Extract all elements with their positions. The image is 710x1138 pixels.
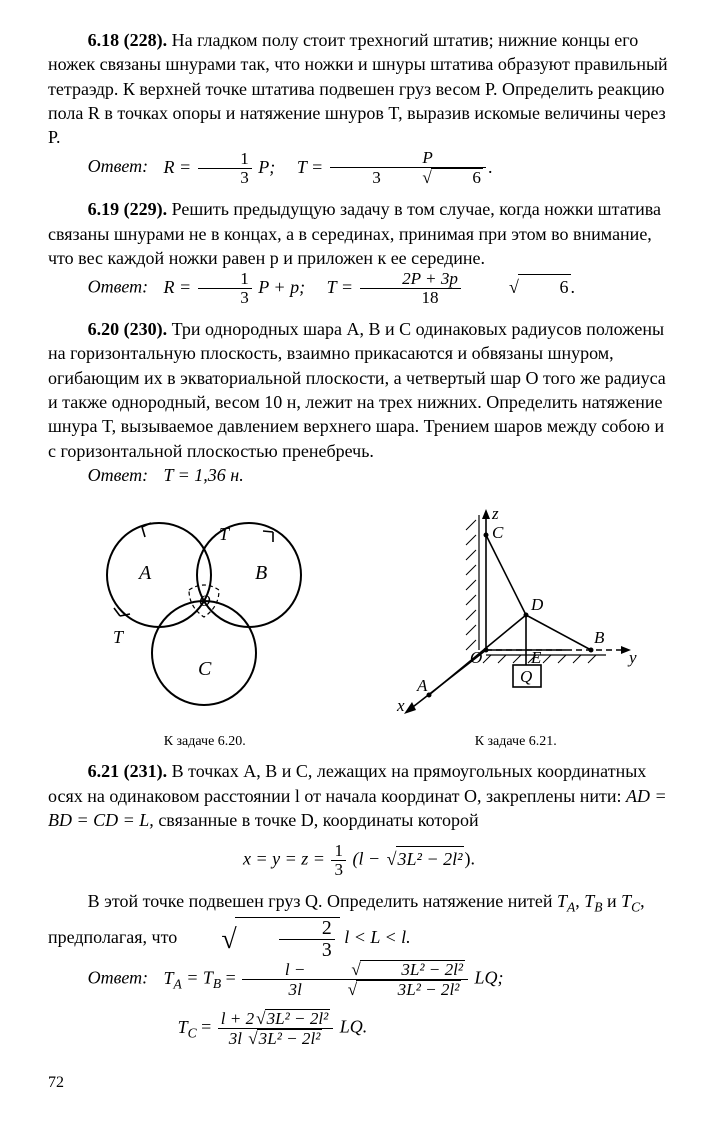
svg-text:E: E [530,648,542,667]
problem-6-20: 6.20 (230). Три однородных шара A, B и C… [48,317,670,487]
svg-text:Q: Q [520,667,532,686]
problem-number: 6.21 (231). [88,761,168,781]
answer-label: Ответ: [88,277,149,297]
problem-number: 6.18 (228). [88,30,168,50]
svg-text:B: B [255,562,267,584]
figure-6-20: T T A B C O К задаче 6.20. [77,505,332,751]
svg-text:C: C [492,523,504,542]
eq-T: T = 2P + 3p 18 6. [327,277,575,297]
figure-6-21: z y x C B A O D E Q К задаче 6.21. [391,505,641,751]
eq-R: R = 13 P; [163,157,279,177]
svg-text:O: O [199,593,211,610]
figure-caption: К задаче 6.21. [391,733,641,752]
figure-row: T T A B C O К задаче 6.20. [48,505,670,751]
problem-number: 6.20 (230). [88,319,168,339]
svg-text:T: T [113,627,125,647]
svg-text:D: D [530,595,544,614]
problem-text: Три однородных шара A, B и C одинаковых … [48,319,666,460]
svg-text:A: A [416,676,428,695]
problem-text-2a: В этой точке подвешен груз Q. Определить… [88,891,557,911]
answer-label: Ответ: [88,968,149,988]
cond-sqrt: 23 [182,917,340,960]
page-number: 72 [48,1072,670,1094]
answer-label: Ответ: [88,465,149,485]
eq-T: T = P 36 . [297,157,493,177]
svg-text:B: B [594,628,605,647]
eq-TC: TC = l + 23L² − 2l² 3l 3L² − 2l² LQ. [48,1009,670,1048]
svg-text:x: x [396,696,405,715]
svg-text:C: C [198,658,212,680]
problem-number: 6.19 (229). [88,199,168,219]
svg-text:y: y [627,648,637,667]
problem-6-21: 6.21 (231). В точках A, B и C, лежащих н… [48,759,670,1048]
eq-R: R = 13 P + p; [163,277,309,297]
eq-coords: x = y = z = 13 (l − 3L² − 2l²). [48,842,670,879]
figure-caption: К задаче 6.20. [77,733,332,752]
problem-6-18: 6.18 (228). На гладком полу стоит трехно… [48,28,670,187]
problem-text-1b: связанные в точке D, координаты которой [158,810,478,830]
answer-eq: T = 1,36 н. [163,465,243,485]
problem-6-19: 6.19 (229). Решить предыдущую задачу в т… [48,197,670,307]
answer-label: Ответ: [88,157,149,177]
svg-text:z: z [491,505,499,523]
svg-text:A: A [137,562,152,584]
svg-text:O: O [470,648,482,667]
